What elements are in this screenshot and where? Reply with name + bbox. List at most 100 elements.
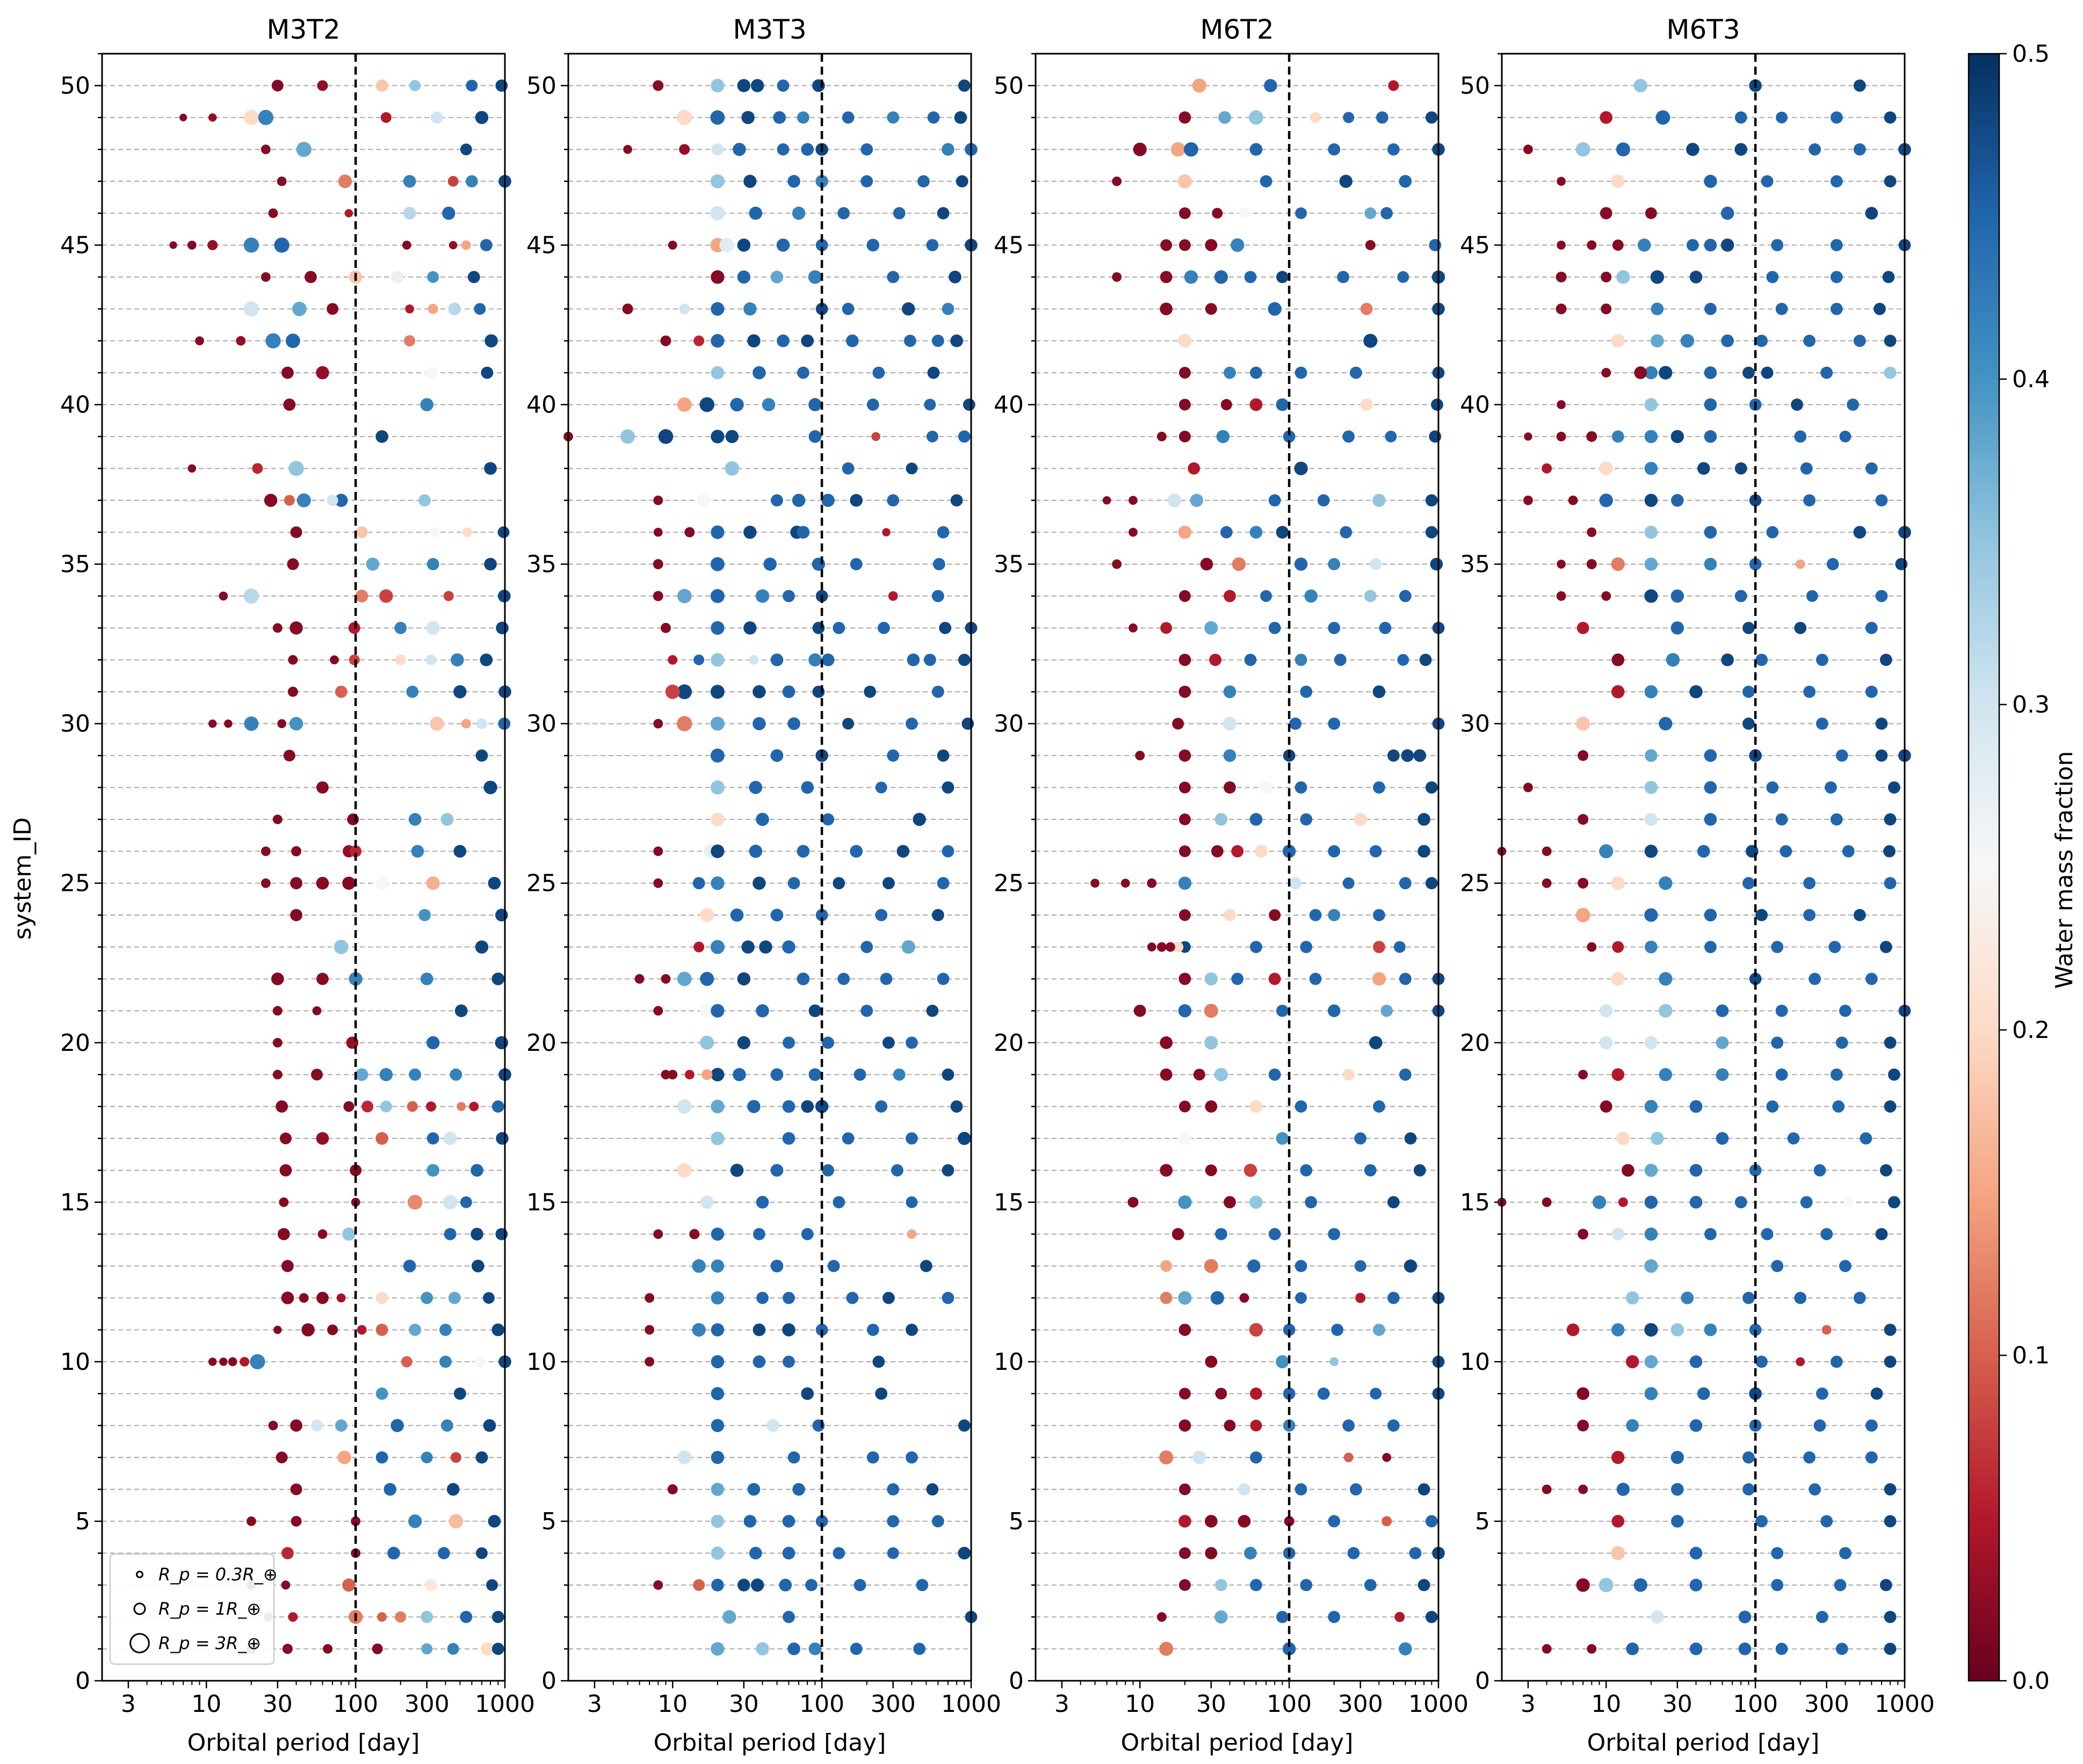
planet-point [299,1293,309,1303]
planet-point [1884,366,1897,379]
x-tick-label: 10 [191,1690,221,1718]
planet-point [337,1450,351,1464]
planet-point [1294,461,1308,476]
planet-point [1670,430,1684,444]
planet-point [1637,238,1651,252]
planet-point [1268,1068,1281,1081]
planet-point [1887,781,1900,794]
planet-point [906,717,918,730]
planet-point [1173,941,1184,953]
planet-point [1865,1451,1878,1464]
planet-point [317,1229,328,1239]
planet-point [1670,589,1684,603]
planet-point [426,558,439,570]
planet-point [1429,239,1442,251]
planet-point [1135,751,1145,761]
planet-point [954,111,967,124]
planet-point [1556,303,1567,315]
planet-point [1742,877,1755,890]
planet-point [1749,494,1762,507]
planet-point [1644,557,1658,571]
planet-point [195,336,204,346]
planet-point [1828,941,1841,953]
planet-point [1268,972,1281,985]
planet-point [1159,1450,1174,1465]
planet-point [661,622,671,633]
planet-point [1659,366,1673,380]
planet-point [741,111,755,125]
planet-point [937,207,950,220]
planet-point [749,781,763,794]
planet-point [737,1578,750,1592]
planet-point [1884,1100,1897,1113]
planet-point [1826,558,1839,570]
planet-point [1276,1610,1289,1623]
planet-point [797,972,810,985]
planet-point [1611,1228,1625,1241]
planet-point [931,909,944,921]
planet-point [264,493,278,507]
planet-point [749,655,759,665]
planet-point [1616,1131,1630,1145]
planet-point [1839,1004,1851,1017]
planet-point [1372,493,1386,507]
planet-point [292,301,307,316]
planet-point [1212,208,1223,219]
planet-point [1659,1004,1673,1018]
planet-point [1160,1291,1173,1304]
planet-point [442,206,455,220]
planet-point [1689,1642,1703,1656]
planet-point [483,1292,495,1304]
planet-point [677,1099,692,1114]
planet-point [833,1547,845,1559]
planet-point [1373,781,1385,794]
planet-point [1524,432,1532,441]
planet-point [679,144,690,155]
planet-point [1295,207,1307,220]
planet-point [1160,271,1173,284]
planet-point [395,1611,407,1623]
planet-point [1865,622,1878,634]
planet-point [801,781,814,794]
planet-point [677,589,692,604]
planet-point [937,972,950,985]
planet-point [1771,1260,1784,1273]
planet-point [699,397,715,412]
planet-point [684,1070,695,1080]
planet-point [711,1068,725,1081]
planet-point [882,1036,895,1049]
planet-point [268,1420,278,1431]
planet-point [1689,1355,1703,1368]
planet-point [1775,813,1788,826]
planet-point [301,1323,315,1337]
planet-point [1704,302,1717,315]
planet-point [1875,590,1888,602]
axes-frame [101,53,506,1682]
planet-point [1300,1579,1313,1592]
planet-point [409,79,421,91]
planet-point [653,846,663,856]
planet-point [1704,941,1717,953]
planet-point [426,1101,436,1112]
planet-point [677,397,692,412]
planet-point [1204,972,1218,986]
planet-point [743,302,757,316]
planet-point [1364,1164,1377,1177]
planet-point [750,1578,764,1592]
planet-point [749,206,763,220]
planet-point [1393,941,1406,953]
planet-point [1611,972,1625,986]
planet-point [924,398,936,411]
planet-point [1160,302,1173,316]
planet-point [755,589,770,603]
planet-point [1190,493,1204,507]
planet-point [1250,941,1262,953]
planet-point [1599,493,1613,507]
planet-point [711,844,725,858]
planet-point [1734,111,1747,124]
planet-point [208,1358,217,1366]
panel-title: M3T2 [266,14,340,45]
planet-point [773,111,786,124]
planet-point [342,1227,356,1241]
planet-point [1803,877,1816,890]
